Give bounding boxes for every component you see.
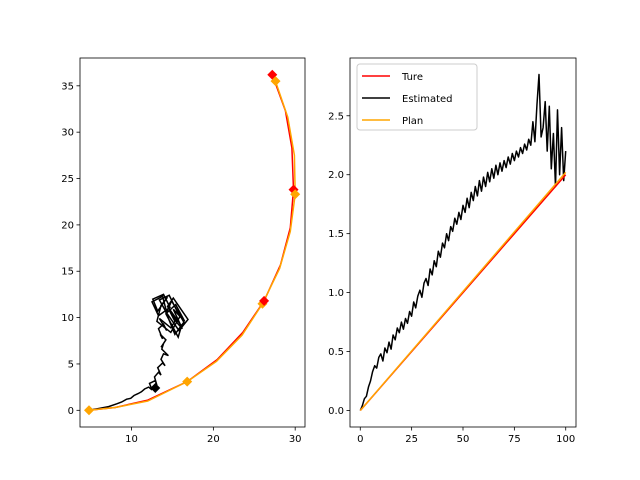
- left-ytick-label: 15: [61, 267, 74, 278]
- series-line-plan: [359, 171, 567, 411]
- right-xtick-label: 50: [457, 434, 470, 445]
- legend-label-ture: Ture: [401, 72, 423, 83]
- left-ytick-label: 25: [61, 174, 74, 185]
- right-ytick-label: 0.5: [328, 347, 344, 358]
- right-ytick-label: 1.0: [328, 288, 344, 299]
- trajectory-plot: 10 20 30 0 5 10 15 20 25 30 35: [61, 57, 306, 445]
- left-ytick-label: 5: [68, 359, 74, 370]
- left-ytick-label: 0: [68, 406, 74, 417]
- plan-arc: [88, 80, 296, 412]
- left-ytick-label: 35: [61, 81, 74, 92]
- series-line-estimated: [359, 73, 567, 411]
- left-ytick-label: 10: [61, 313, 74, 324]
- legend-label-plan: Plan: [402, 116, 423, 127]
- left-ytick-label: 20: [61, 220, 74, 231]
- legend-box: [356, 63, 478, 131]
- legend: Ture Estimated Plan: [356, 63, 478, 131]
- left-ytick-label: 30: [61, 128, 74, 139]
- right-ytick-label: 2.5: [328, 111, 344, 122]
- left-xtick-label: 10: [125, 434, 138, 445]
- waypoint-marker: [259, 295, 270, 306]
- left-frame: [79, 57, 306, 428]
- waypoint-marker: [182, 376, 193, 387]
- right-xtick-label: 75: [508, 434, 521, 445]
- right-xtick-label: 0: [357, 434, 363, 445]
- estimated-trajectory: [88, 293, 189, 412]
- waypoint-marker: [84, 405, 94, 416]
- left-xtick-label: 20: [207, 434, 220, 445]
- right-xtick-label: 25: [405, 434, 418, 445]
- right-ytick-label: 1.5: [328, 229, 344, 240]
- waypoint-marker: [150, 383, 161, 394]
- right-ytick-label: 2.0: [328, 170, 344, 181]
- value-plot: 0 25 50 75 100 0.0 0.5 1.0 1.5 2.0 2.5 Ture Estimate…: [328, 57, 577, 445]
- waypoint-marker: [270, 76, 281, 87]
- true-arc: [88, 74, 295, 412]
- right-xtick-label: 100: [556, 434, 575, 445]
- legend-label-estimated: Estimated: [402, 94, 453, 105]
- waypoint-marker: [290, 189, 301, 200]
- right-ytick-label: 0.0: [328, 406, 344, 417]
- left-xtick-label: 30: [289, 434, 302, 445]
